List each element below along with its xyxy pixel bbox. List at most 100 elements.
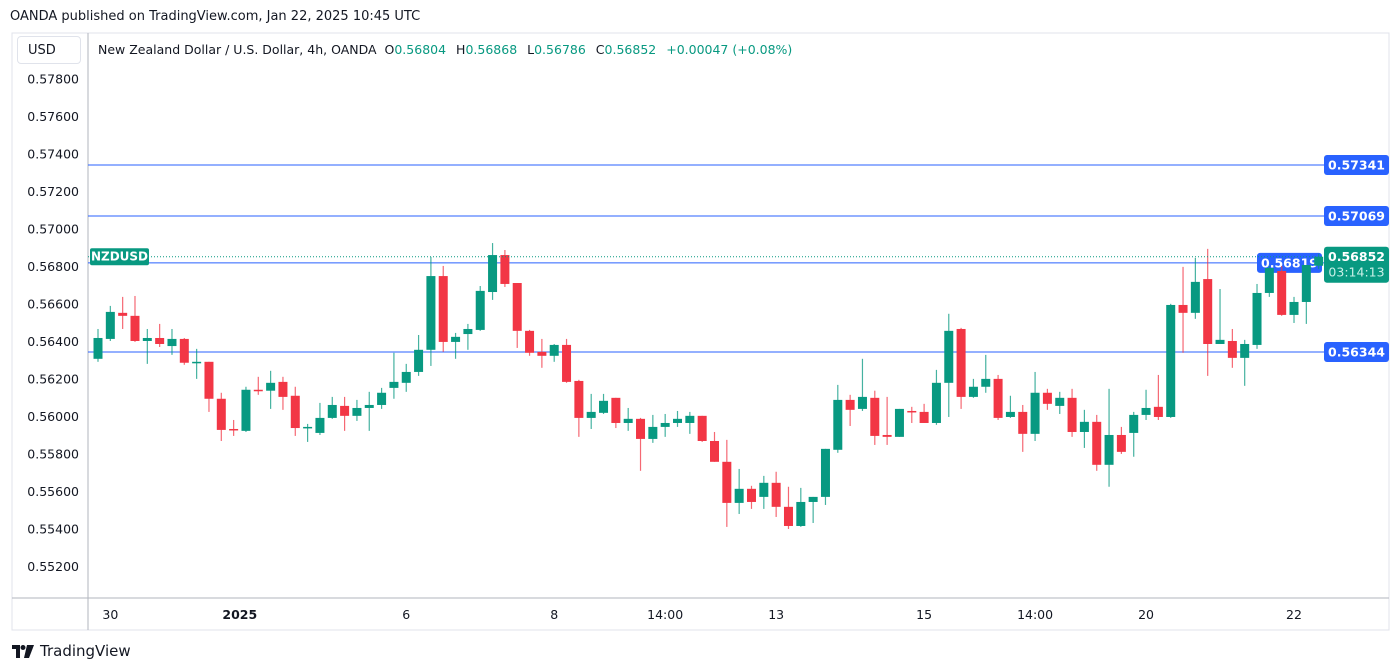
candle-bearish — [746, 485, 756, 509]
candle-bullish — [623, 407, 633, 431]
candle-bearish — [956, 327, 966, 409]
candle-body — [537, 351, 547, 356]
candle-bearish — [229, 419, 239, 436]
candle-bearish — [216, 392, 226, 441]
level-price-tag — [1324, 342, 1389, 363]
candle-bearish — [993, 374, 1003, 420]
candle-body — [907, 410, 917, 413]
candle-bullish — [105, 305, 115, 341]
candle-body — [241, 389, 251, 431]
brand-label: TradingView — [40, 642, 131, 660]
candle-body — [192, 361, 202, 364]
candle-bullish — [364, 391, 374, 431]
candle-body — [574, 380, 584, 418]
candle-body — [401, 371, 411, 383]
candle-bearish — [155, 323, 165, 347]
candle-body — [759, 482, 769, 497]
time-tick-label: 14:00 — [647, 607, 683, 622]
candle-bearish — [783, 486, 793, 529]
low-label: L — [527, 42, 535, 57]
candle-body — [253, 389, 263, 392]
close-value: 0.56852 — [604, 42, 657, 57]
candle-bearish — [882, 396, 892, 445]
candle-body — [968, 386, 978, 397]
candle-bullish — [93, 328, 103, 362]
candle-body — [673, 418, 683, 423]
candle-body — [438, 276, 448, 342]
time-tick-label: 15 — [916, 607, 932, 622]
candle-body — [1005, 411, 1015, 417]
candle-body — [586, 411, 596, 418]
candle-body — [734, 488, 744, 503]
candle-bullish — [1252, 283, 1262, 349]
candle-body — [1190, 281, 1200, 313]
candle-body — [845, 399, 855, 410]
currency-button[interactable]: USD — [17, 36, 81, 64]
last-price-value: 0.56852 — [1328, 249, 1385, 264]
tradingview-brand[interactable]: TradingView — [12, 642, 131, 660]
candle-bullish — [377, 387, 387, 409]
candle-body — [1240, 343, 1250, 358]
candle-body — [1042, 392, 1052, 404]
candle-bullish — [586, 393, 596, 429]
candle-body — [981, 378, 991, 387]
level-price-label: 0.56344 — [1328, 345, 1385, 360]
price-tick-label: 0.56200 — [27, 372, 79, 387]
candle-body — [956, 328, 966, 397]
candle-body — [1153, 406, 1163, 417]
price-tick-label: 0.57400 — [27, 146, 79, 161]
candle-bullish — [648, 414, 658, 443]
candle-body — [1067, 397, 1077, 432]
time-tick-label: 8 — [550, 607, 558, 622]
time-tick-label: 2025 — [222, 607, 257, 622]
candle-bullish — [673, 410, 683, 427]
candle-body — [931, 382, 941, 423]
candle-body — [204, 361, 214, 399]
candle-bullish — [352, 399, 362, 421]
candle-bullish — [685, 411, 695, 434]
candle-bullish — [1141, 389, 1151, 420]
candle-bearish — [1277, 265, 1287, 316]
level-price-tag — [1324, 206, 1389, 227]
candle-bullish — [944, 313, 954, 417]
price-tick-label: 0.55600 — [27, 484, 79, 499]
candle-bullish — [981, 354, 991, 393]
candle-body — [327, 404, 337, 418]
candle-bearish — [1042, 388, 1052, 410]
candle-bearish — [574, 379, 584, 437]
candle-body — [746, 488, 756, 502]
candle-bullish — [1215, 289, 1225, 344]
candle-body — [155, 337, 165, 344]
candle-body — [118, 312, 128, 316]
candle-body — [142, 337, 152, 341]
candle-bearish — [1203, 248, 1213, 376]
candle-body — [857, 396, 867, 409]
candle-body — [1203, 279, 1213, 344]
candle-body — [1301, 265, 1311, 302]
price-axis[interactable]: 0.57800 0.57600 0.57400 0.57200 0.57000 0.568… — [27, 71, 79, 574]
price-tick-label: 0.57800 — [27, 71, 79, 86]
candle-body — [820, 448, 830, 497]
candle-body — [808, 496, 818, 502]
tradingview-logo-icon — [12, 644, 34, 658]
candle-bullish — [266, 370, 276, 409]
time-tick-label: 22 — [1286, 607, 1302, 622]
candle-body — [636, 418, 646, 439]
time-tick-label: 14:00 — [1017, 607, 1053, 622]
candle-body — [562, 344, 572, 382]
price-tick-label: 0.56400 — [27, 334, 79, 349]
candle-body — [1129, 414, 1139, 433]
candle-body — [229, 428, 239, 431]
candle-body — [870, 397, 880, 436]
candle-bearish — [537, 338, 547, 368]
candle-body — [1018, 411, 1028, 434]
candle-bearish — [562, 338, 572, 383]
time-axis[interactable]: 30 2025 6 8 14:00 13 15 14:00 20 22 — [102, 607, 1302, 622]
candle-body — [1289, 301, 1299, 315]
candle-bearish — [1153, 374, 1163, 420]
candle-body — [377, 392, 387, 405]
candle-bearish — [710, 431, 719, 462]
candle-body — [722, 461, 732, 503]
